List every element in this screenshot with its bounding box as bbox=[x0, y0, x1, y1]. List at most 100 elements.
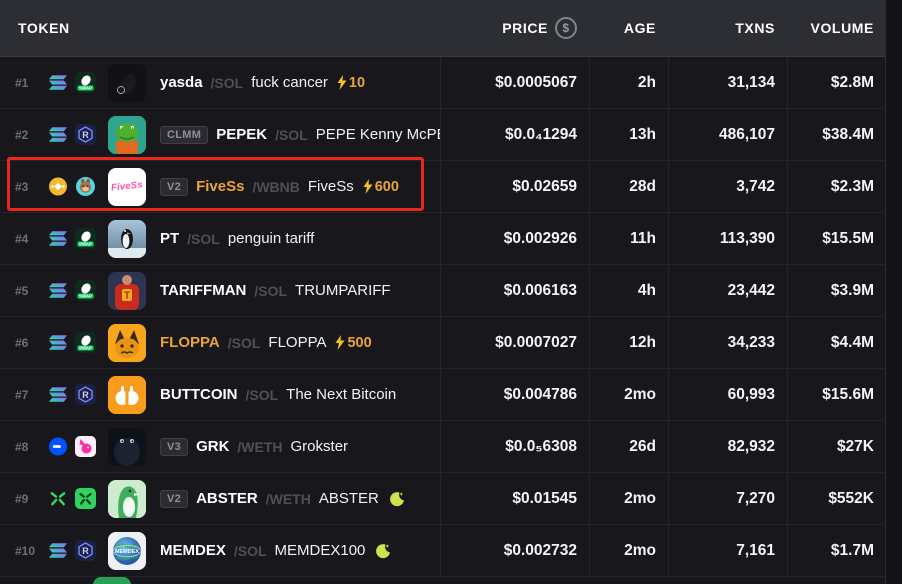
moonshot-icon bbox=[389, 491, 405, 507]
token-row[interactable]: #8 V3 GRK /WETH Grokster $0.0₅6308 26d 8… bbox=[0, 421, 885, 473]
token-description: FLOPPA bbox=[268, 334, 327, 351]
solana-icon bbox=[49, 74, 67, 92]
svg-text:R: R bbox=[82, 390, 89, 400]
token-avatar[interactable] bbox=[108, 219, 146, 258]
token-avatar[interactable] bbox=[108, 63, 146, 102]
txns-cell: 31,134 bbox=[668, 57, 787, 108]
txns-cell: 60,993 bbox=[668, 369, 787, 420]
svg-text:R: R bbox=[82, 546, 89, 556]
boost-indicator[interactable]: 10 bbox=[336, 75, 365, 91]
token-symbol: FiveSs bbox=[196, 178, 245, 195]
age-cell: 4h bbox=[589, 265, 668, 316]
age-header-label: AGE bbox=[623, 20, 656, 36]
price-cell: $0.01545 bbox=[440, 473, 589, 524]
token-avatar bbox=[93, 577, 131, 584]
token-row[interactable]: #3 FiveSs V2 FiveSs /WBNB FiveSs 600 $0.… bbox=[0, 161, 885, 213]
token-row[interactable]: #10 R MEMDEX MEMDEX /SOL MEMDEX100 $0.00… bbox=[0, 525, 885, 577]
token-cell: #2 R CLMM PEPEK /SOL PEPE Kenny McPEPEE bbox=[0, 109, 440, 160]
txns-cell: 34,233 bbox=[668, 317, 787, 368]
token-cell: #1 SWAP yasda /SOL fuck cancer 10 bbox=[0, 57, 440, 108]
volume-cell: $27K bbox=[787, 421, 886, 472]
price-cell: $0.006163 bbox=[440, 265, 589, 316]
column-header-txns[interactable]: TXNS bbox=[668, 0, 787, 56]
pool-version-badge: CLMM bbox=[160, 125, 209, 144]
rank-label: #8 bbox=[15, 439, 29, 454]
moonshot-icon bbox=[375, 543, 391, 559]
rank-label: #2 bbox=[15, 127, 29, 142]
quote-token: /SOL bbox=[187, 230, 220, 247]
token-avatar[interactable]: MEMDEX bbox=[108, 531, 146, 570]
token-avatar[interactable] bbox=[108, 427, 146, 466]
boost-count: 500 bbox=[347, 334, 372, 351]
column-header-price[interactable]: PRICE $ bbox=[440, 0, 589, 56]
token-description: ABSTER bbox=[318, 490, 379, 507]
token-avatar[interactable]: FiveSs bbox=[108, 167, 146, 206]
token-description: TRUMPARIFF bbox=[295, 282, 391, 299]
svg-text:MEMDEX: MEMDEX bbox=[115, 549, 139, 555]
quote-token: /WBNB bbox=[252, 178, 300, 195]
token-symbol: MEMDEX bbox=[160, 542, 226, 559]
token-cell: #4 SWAP PT /SOL penguin tariff bbox=[0, 213, 440, 264]
token-row[interactable]: #9 V2 ABSTER /WETH ABSTER $0.01545 2mo 7… bbox=[0, 473, 885, 525]
token-row[interactable]: #5 SWAP T TARIFFMAN /SOL TRUMPARIFF $0.0… bbox=[0, 265, 885, 317]
quote-token: /WETH bbox=[265, 490, 311, 507]
token-avatar[interactable] bbox=[108, 323, 146, 362]
abstract-icon bbox=[49, 490, 67, 508]
bnb-icon bbox=[49, 177, 67, 196]
boost-count: 600 bbox=[374, 178, 399, 195]
token-symbol: ABSTER bbox=[196, 490, 258, 507]
volume-cell: $15.6M bbox=[787, 369, 886, 420]
svg-text:SWAP: SWAP bbox=[79, 294, 92, 299]
age-cell: 26d bbox=[589, 421, 668, 472]
token-row[interactable]: #6 SWAP FLOPPA /SOL FLOPPA 500 $0.000702… bbox=[0, 317, 885, 369]
raydium-icon: R bbox=[75, 540, 96, 561]
txns-cell: 486,107 bbox=[668, 109, 787, 160]
txns-cell: 7,161 bbox=[668, 525, 787, 576]
solana-icon bbox=[49, 230, 67, 248]
age-cell: 2mo bbox=[589, 473, 668, 524]
column-header-volume[interactable]: VOLUME bbox=[787, 0, 886, 56]
token-row[interactable]: #2 R CLMM PEPEK /SOL PEPE Kenny McPEPEE … bbox=[0, 109, 885, 161]
rank-label: #6 bbox=[15, 335, 29, 350]
token-row[interactable]: #7 R BUTTCOIN /SOL The Next Bitcoin $0.0… bbox=[0, 369, 885, 421]
svg-text:SWAP: SWAP bbox=[79, 86, 92, 91]
boost-indicator[interactable]: 600 bbox=[362, 179, 399, 195]
base-icon bbox=[49, 437, 67, 456]
token-description: FiveSs bbox=[307, 178, 354, 195]
volume-cell: $1.7M bbox=[787, 525, 886, 576]
token-row[interactable]: #1 SWAP yasda /SOL fuck cancer 10 $0.000… bbox=[0, 57, 885, 109]
token-avatar[interactable] bbox=[108, 375, 146, 414]
token-description: The Next Bitcoin bbox=[286, 386, 397, 403]
svg-text:SWAP: SWAP bbox=[79, 242, 92, 247]
volume-cell: $15.5M bbox=[787, 213, 886, 264]
rank-label: #5 bbox=[15, 283, 29, 298]
raydium-icon: R bbox=[75, 384, 96, 405]
svg-text:R: R bbox=[82, 130, 89, 140]
quote-token: /SOL bbox=[210, 74, 244, 91]
svg-text:SWAP: SWAP bbox=[79, 346, 92, 351]
price-header-label: PRICE bbox=[502, 20, 548, 36]
boost-indicator[interactable]: 500 bbox=[334, 334, 372, 351]
token-cell: #6 SWAP FLOPPA /SOL FLOPPA 500 bbox=[0, 317, 440, 368]
price-cell: $0.002732 bbox=[440, 525, 589, 576]
token-description: Grokster bbox=[290, 438, 349, 455]
dollar-circle-icon[interactable]: $ bbox=[555, 17, 577, 39]
token-header-label: TOKEN bbox=[18, 20, 70, 36]
token-avatar[interactable] bbox=[108, 115, 146, 154]
column-header-age[interactable]: AGE bbox=[589, 0, 668, 56]
token-row[interactable]: #4 SWAP PT /SOL penguin tariff $0.002926… bbox=[0, 213, 885, 265]
age-cell: 28d bbox=[589, 161, 668, 212]
token-avatar[interactable]: T bbox=[108, 271, 146, 310]
token-avatar[interactable] bbox=[108, 479, 146, 518]
quote-token: /SOL bbox=[233, 542, 267, 559]
volume-cell: $2.3M bbox=[787, 161, 886, 212]
txns-cell: 7,270 bbox=[668, 473, 787, 524]
quote-token: /WETH bbox=[237, 438, 283, 455]
solana-icon bbox=[49, 542, 67, 560]
token-symbol: TARIFFMAN bbox=[160, 282, 247, 299]
boost-count: 10 bbox=[348, 74, 366, 91]
column-header-token[interactable]: TOKEN bbox=[0, 0, 440, 56]
age-cell: 11h bbox=[589, 213, 668, 264]
volume-cell: $552K bbox=[787, 473, 886, 524]
